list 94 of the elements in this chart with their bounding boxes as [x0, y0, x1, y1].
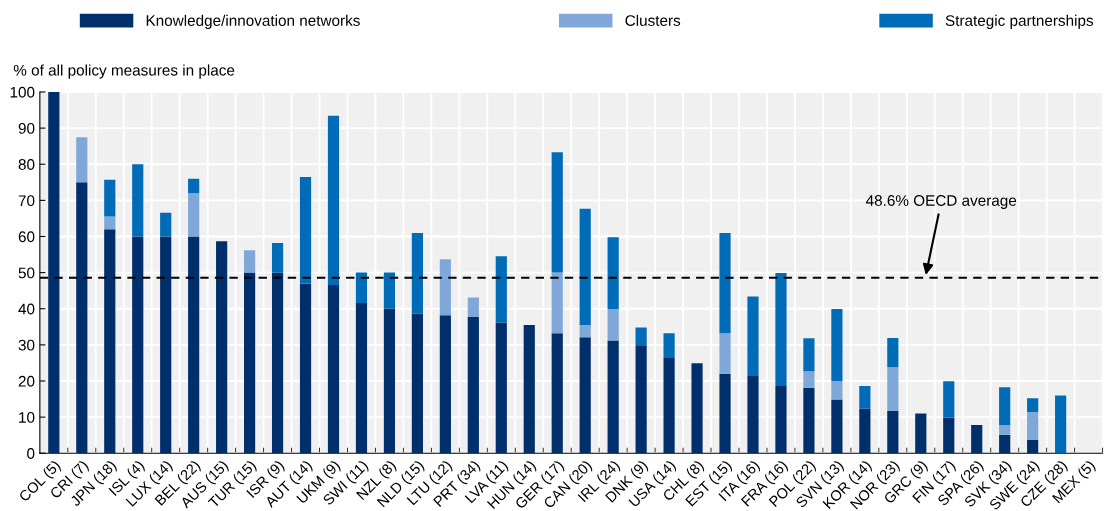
ref-line-label: 48.6% OECD average [865, 195, 1017, 209]
bar [635, 345, 647, 454]
bar [831, 399, 843, 454]
bar [999, 425, 1011, 435]
bar [160, 212, 172, 237]
legend-label: Knowledge/innovation networks [146, 14, 360, 29]
bar [467, 317, 479, 454]
bar [188, 236, 200, 454]
bar [719, 333, 731, 374]
bar [747, 296, 759, 376]
bar [244, 250, 256, 273]
bar [579, 337, 591, 454]
bar [551, 152, 563, 273]
legend-label: Clusters [625, 14, 681, 26]
bar [551, 272, 563, 334]
bar [495, 322, 507, 454]
y-tick-label: 90 [18, 122, 35, 134]
bar [132, 164, 144, 237]
bar [803, 371, 815, 388]
bar [663, 333, 675, 358]
bar [355, 272, 368, 303]
y-tick-label: 100 [10, 86, 35, 98]
bar [76, 182, 88, 454]
bar [943, 381, 955, 418]
y-tick-label: 80 [18, 159, 35, 170]
y-tick-label: 70 [18, 195, 35, 207]
bar [271, 272, 284, 454]
bar [691, 363, 703, 454]
bar [971, 425, 983, 454]
bar [271, 242, 284, 273]
bar [1027, 398, 1039, 413]
bar [887, 367, 899, 411]
y-tick-label: 0 [27, 448, 35, 459]
bar [48, 91, 60, 454]
bar [327, 115, 340, 285]
bar [1027, 439, 1039, 454]
bar [579, 325, 591, 338]
bar [551, 333, 563, 454]
bar [831, 309, 843, 381]
bar [299, 176, 312, 284]
bar [1055, 395, 1067, 454]
bar [607, 237, 619, 310]
bar [188, 193, 200, 237]
bar [439, 259, 451, 316]
bar [411, 313, 423, 454]
bar [943, 417, 955, 454]
y-tick-label: 20 [18, 375, 35, 387]
bar [803, 387, 815, 454]
bar [607, 309, 619, 341]
bar [523, 325, 535, 454]
bar [411, 232, 423, 314]
bar [299, 283, 312, 454]
bar [887, 338, 899, 368]
bar [719, 232, 731, 334]
bar [104, 179, 116, 217]
bar [216, 241, 228, 454]
bar [1027, 412, 1039, 440]
bar [327, 284, 340, 454]
bar [999, 387, 1011, 426]
bar [495, 256, 507, 323]
bar [244, 272, 256, 454]
bar [803, 338, 815, 372]
bar [719, 373, 731, 454]
bar [831, 381, 843, 400]
bar [607, 340, 619, 454]
bar [467, 297, 479, 318]
bar [383, 308, 396, 454]
y-tick-label: 30 [18, 339, 35, 351]
bar [887, 410, 899, 454]
bar [999, 434, 1011, 454]
bar [383, 272, 396, 309]
legend-label: Strategic partnerships [945, 14, 1094, 29]
bar [579, 208, 591, 325]
bar [747, 375, 759, 454]
bar [859, 386, 871, 409]
bar [76, 137, 88, 183]
bar [160, 236, 172, 454]
bar [915, 413, 927, 454]
bar [104, 216, 116, 230]
bar [132, 236, 144, 454]
bar [775, 272, 787, 387]
bar [775, 386, 787, 454]
y-tick-label: 50 [18, 267, 35, 279]
y-tick-label: 40 [18, 303, 35, 315]
bar [439, 315, 451, 454]
bar [104, 229, 116, 454]
y-tick-label: 60 [18, 231, 35, 243]
y-axis-title: % of all policy measures in place [13, 64, 235, 79]
bar [859, 408, 871, 454]
y-tick-label: 10 [19, 412, 35, 423]
bar [663, 357, 675, 454]
bar [188, 178, 200, 194]
bar [635, 327, 647, 346]
bar [355, 302, 368, 454]
